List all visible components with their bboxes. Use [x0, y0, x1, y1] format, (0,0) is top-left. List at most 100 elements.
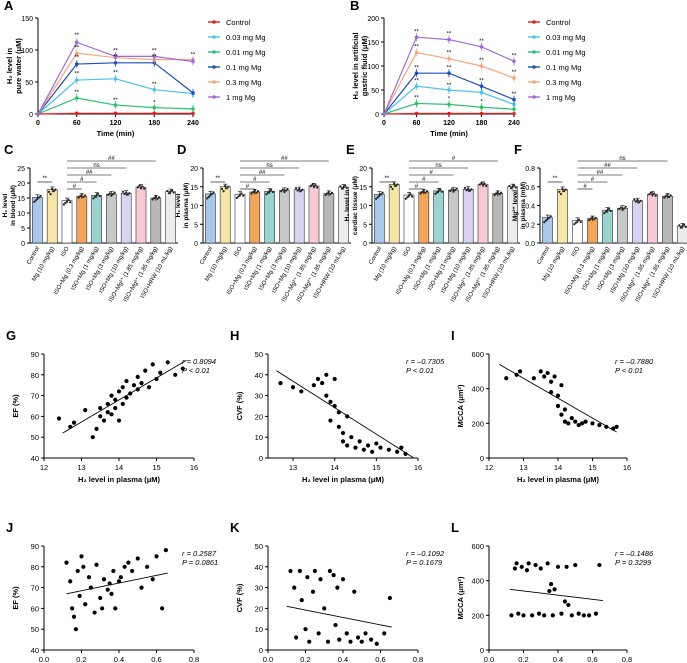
bar-dot — [36, 197, 39, 200]
y-tick-label: 600 — [471, 542, 484, 551]
series-point — [152, 111, 157, 116]
y-tick-label: 400 — [471, 577, 484, 586]
significance-mark: ** — [414, 65, 419, 71]
scatter-point — [526, 561, 531, 566]
scatter-point — [135, 387, 140, 392]
legend-swatch-dot — [212, 35, 216, 39]
x-tick-label: 16 — [414, 463, 422, 472]
bar-dot — [250, 192, 253, 195]
bar-dot — [634, 200, 638, 203]
bar-dot — [411, 195, 414, 198]
bar-dot — [493, 193, 496, 197]
stat-r: r = 0.2587 — [182, 549, 217, 558]
legend-label: 1 mg Mg — [546, 93, 575, 102]
scatter-point — [79, 554, 84, 559]
y-axis-label-line: Mg²⁺ level — [512, 190, 519, 221]
y-tick-label: 0.2 — [525, 222, 535, 229]
fit-line — [66, 572, 168, 595]
bracket-label: # — [80, 177, 84, 183]
scatter-point — [73, 627, 78, 632]
y-axis-label-line: H₂ level in — [344, 190, 351, 221]
scatter-point — [324, 393, 329, 398]
bar — [293, 189, 305, 244]
bar-dot — [283, 190, 286, 194]
x-tick-label: 14 — [115, 463, 123, 472]
scatter-point — [131, 383, 137, 388]
x-tick-label: 180 — [476, 120, 488, 127]
bar-dot — [546, 218, 549, 221]
legend-swatch-dot — [532, 50, 536, 54]
scatter-point — [165, 360, 170, 365]
bar-dot — [495, 192, 498, 195]
legend-swatch-dot — [212, 80, 216, 84]
bar-dot — [324, 193, 327, 197]
scatter-point — [331, 573, 336, 578]
bar-dot — [393, 182, 396, 185]
bar — [374, 193, 385, 244]
significance-mark: ** — [512, 53, 517, 59]
scatter-point — [109, 412, 114, 417]
scatter-point — [357, 439, 362, 444]
scatter-point — [359, 639, 364, 644]
scatter-point — [340, 430, 346, 436]
bar-dot — [633, 198, 636, 201]
significance-mark: ** — [479, 39, 484, 45]
scatter-point — [124, 378, 129, 384]
y-axis-label: CVF (%) — [235, 391, 244, 420]
scatter-point — [332, 376, 337, 382]
scatter-point — [352, 589, 357, 594]
y-tick-label: 0.8 — [525, 166, 535, 173]
bar-dot — [378, 194, 381, 197]
bar-dot — [574, 221, 578, 224]
scatter-point — [395, 449, 400, 454]
bar-dot — [543, 221, 546, 224]
scatter-point — [547, 588, 552, 594]
bar-dot — [255, 191, 258, 194]
bar-dot — [166, 189, 169, 193]
scatter-point — [611, 426, 616, 431]
scatter-point — [559, 611, 564, 616]
scatter-point — [325, 639, 331, 644]
x-tick-label: 13 — [289, 463, 297, 472]
panel-letter: I — [451, 328, 455, 343]
legend-swatch-dot — [532, 80, 536, 84]
bar-dot — [576, 220, 579, 223]
y-tick-label: 200 — [471, 611, 484, 620]
scatter-point — [150, 362, 155, 367]
bar-dot — [376, 196, 379, 199]
significance-mark: ** — [113, 49, 118, 55]
bar-dot — [207, 195, 210, 198]
significance-mark: ** — [447, 31, 452, 37]
bar-dot — [209, 194, 212, 197]
bar-dot — [424, 191, 427, 194]
significance-mark: ** — [191, 52, 196, 58]
bar-dot — [93, 195, 97, 198]
x-tick-label: 60 — [73, 120, 81, 127]
legend-swatch-dot — [532, 95, 536, 99]
bar-dot — [606, 209, 609, 212]
bar-dot — [396, 183, 399, 186]
panel-I: I 0 200 400 600 12 13 14 15 16 H₂ level in plasma … — [451, 328, 654, 484]
bar-dot — [77, 196, 80, 199]
scatter-point — [116, 389, 122, 394]
bar — [279, 190, 290, 244]
significance-mark: * — [448, 97, 451, 103]
x-tick-label: 0.8 — [622, 655, 632, 663]
bar — [308, 185, 320, 244]
bar — [492, 193, 504, 244]
panel-letter: F — [514, 142, 522, 157]
scatter-point — [111, 568, 116, 574]
scatter-point — [340, 439, 346, 444]
scatter-point — [340, 577, 346, 582]
bar-dot — [83, 194, 87, 197]
scatter-point — [128, 391, 133, 396]
bar-dot — [69, 201, 72, 204]
y-tick-label: 20 — [17, 181, 25, 188]
y-tick-label: 0 — [259, 454, 263, 463]
bar — [135, 186, 147, 244]
scatter-point — [324, 372, 329, 377]
bar-dot — [450, 188, 453, 191]
y-tick-label: 10 — [190, 204, 198, 211]
